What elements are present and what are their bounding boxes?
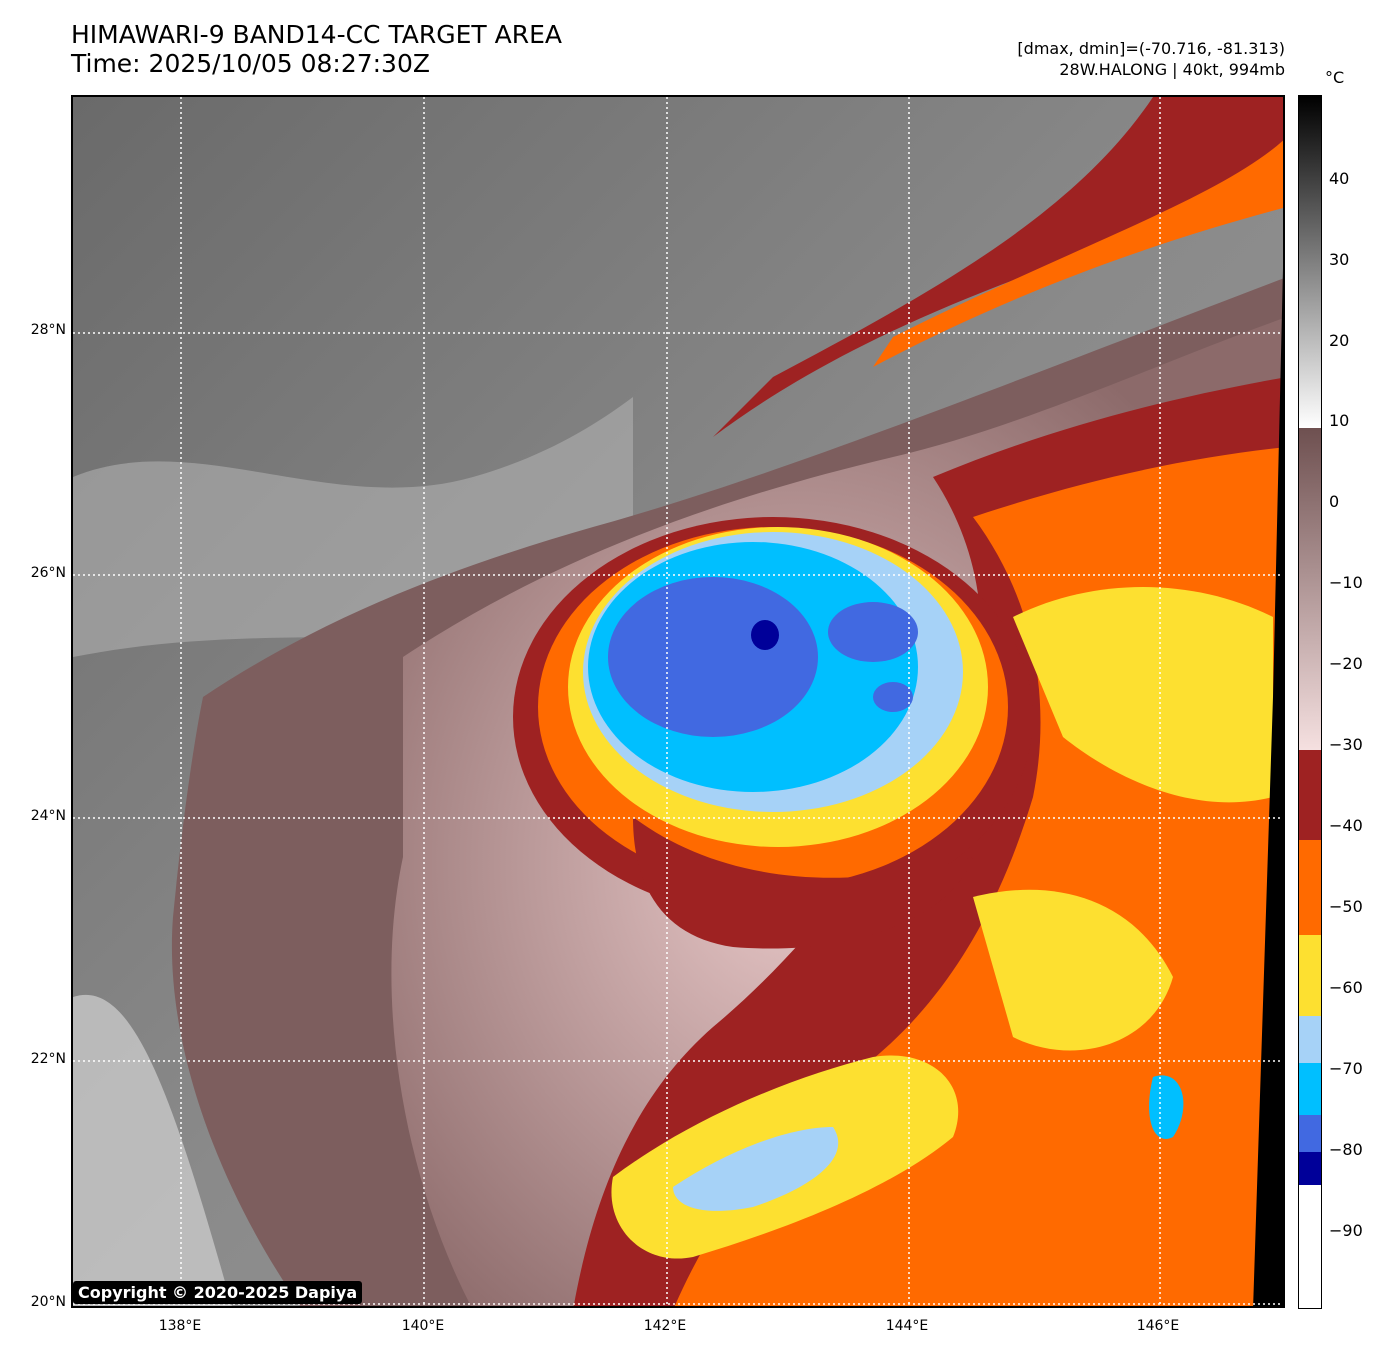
colorbar-unit: °C [1325,68,1345,87]
lon-label-142e: 142°E [643,1318,687,1334]
map-title: HIMAWARI-9 BAND14-CC TARGET AREA Time: 2… [71,20,562,78]
title-line-1: HIMAWARI-9 BAND14-CC TARGET AREA [71,20,563,49]
colorbar-tick-minus50: −50 [1329,897,1363,916]
storm-text: 28W.HALONG | 40kt, 994mb [1059,60,1285,79]
satellite-image [73,97,1283,1306]
colorbar-tick-20: 20 [1329,331,1350,350]
satellite-map [71,95,1285,1308]
lon-label-140e: 140°E [401,1318,445,1334]
colorbar-tick-10: 10 [1329,411,1350,430]
lat-label-24n: 24°N [30,808,66,824]
colorbar-tick-minus90: −90 [1329,1221,1363,1240]
lat-label-26n: 26°N [30,565,66,581]
lon-label-144e: 144°E [885,1318,929,1334]
colorbar-tick-40: 40 [1329,169,1350,188]
colorbar-tick-minus80: −80 [1329,1140,1363,1159]
colorbar [1298,95,1322,1309]
lon-label-138e: 138°E [158,1318,202,1334]
lon-label-146e: 146°E [1136,1318,1180,1334]
colorbar-tick-minus10: −10 [1329,573,1363,592]
colorbar-tick-minus70: −70 [1329,1059,1363,1078]
lat-label-20n: 20°N [30,1294,66,1310]
title-line-2: Time: 2025/10/05 08:27:30Z [71,49,430,78]
copyright-label: Copyright © 2020-2025 Dapiya [73,1281,363,1304]
range-text: [dmax, dmin]=(-70.716, -81.313) [1017,39,1285,58]
colorbar-tick-30: 30 [1329,250,1350,269]
storm-info: [dmax, dmin]=(-70.716, -81.313) 28W.HALO… [1017,38,1285,80]
colorbar-tick-minus20: −20 [1329,654,1363,673]
lat-label-22n: 22°N [30,1051,66,1067]
colorbar-gradient [1299,96,1321,1308]
colorbar-tick-0: 0 [1329,492,1340,511]
colorbar-tick-minus30: −30 [1329,735,1363,754]
colorbar-tick-minus40: −40 [1329,816,1363,835]
colorbar-tick-minus60: −60 [1329,978,1363,997]
lat-label-28n: 28°N [30,322,66,338]
